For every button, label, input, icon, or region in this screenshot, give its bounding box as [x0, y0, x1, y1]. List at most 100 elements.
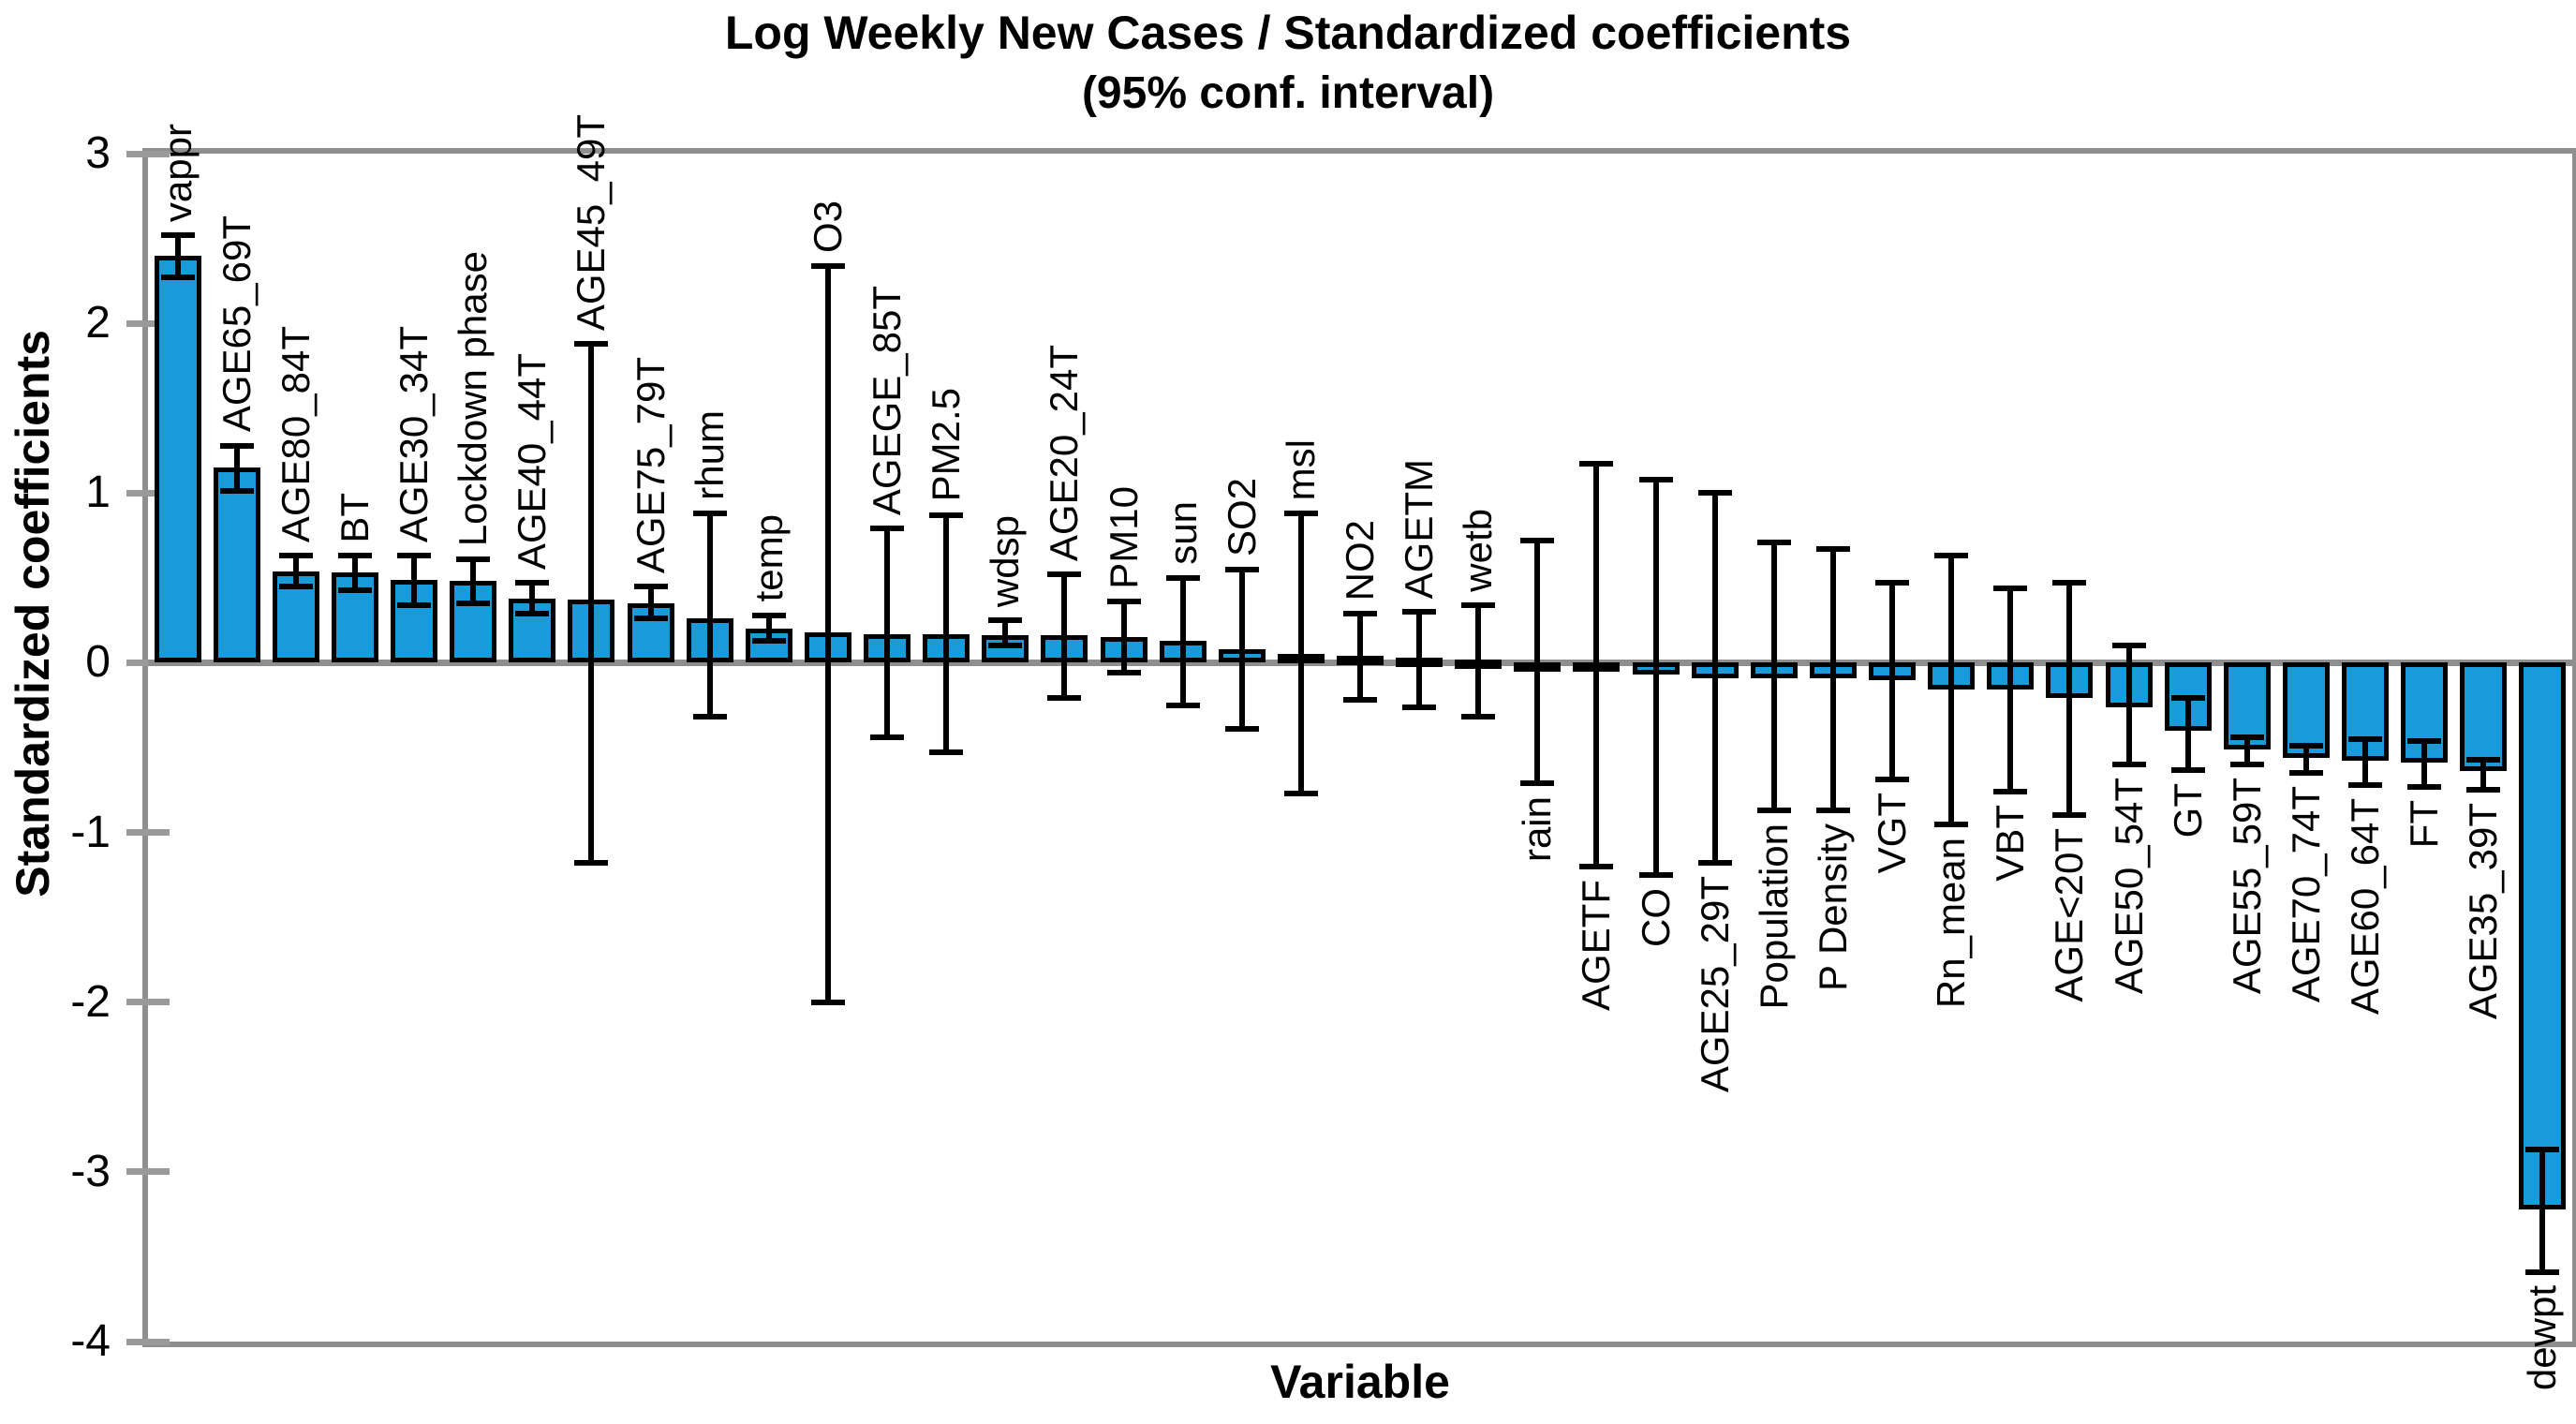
- error-bar-line: [2184, 698, 2191, 770]
- category-label: GT: [2165, 782, 2210, 838]
- error-bar-cap-top: [692, 511, 727, 517]
- error-bar-cap-top: [1638, 476, 1673, 482]
- y-tick-label: 2: [85, 298, 111, 349]
- error-bar-line: [1770, 541, 1777, 811]
- error-bar-cap-bottom: [1934, 821, 1969, 827]
- category-label: CO: [1633, 887, 1678, 947]
- error-bar-line: [2480, 759, 2487, 791]
- error-bar-line: [706, 513, 713, 718]
- y-tick-label: -4: [70, 1316, 111, 1366]
- error-bar-cap-bottom: [2407, 783, 2442, 790]
- error-bar-cap-bottom: [397, 601, 432, 608]
- category-label: VGT: [1870, 793, 1915, 874]
- error-bar-cap-bottom: [2229, 762, 2264, 768]
- error-bar-cap-bottom: [456, 601, 491, 607]
- error-bar-line: [1593, 464, 1600, 867]
- error-bar-cap-top: [1106, 599, 1141, 605]
- category-label: AGE80_84T: [273, 326, 318, 543]
- category-label: AGE65_69T: [214, 215, 259, 433]
- error-bar-line: [2539, 1150, 2546, 1272]
- category-label: FT: [2402, 799, 2447, 848]
- category-label: Population: [1751, 823, 1796, 1010]
- y-tick-label: 0: [85, 637, 111, 688]
- error-bar-cap-bottom: [1579, 863, 1614, 869]
- error-bar-cap-bottom: [2525, 1268, 2560, 1275]
- category-label: AGE30_34T: [392, 326, 437, 543]
- error-bar-line: [2125, 645, 2132, 765]
- category-label: AGE25_29T: [1692, 876, 1737, 1093]
- error-bar-cap-top: [1224, 566, 1259, 572]
- error-bar-line: [943, 514, 950, 753]
- error-bar-cap-top: [2466, 756, 2501, 763]
- error-bar-cap-top: [574, 340, 609, 347]
- category-label: temp: [746, 514, 791, 602]
- error-bar-cap-bottom: [1283, 790, 1318, 796]
- error-bar-cap-top: [2229, 734, 2264, 741]
- error-bar-cap-top: [1165, 574, 1200, 581]
- y-tick-mark: [126, 829, 170, 837]
- error-bar-cap-bottom: [515, 610, 550, 616]
- category-label: AGE50_54T: [2106, 778, 2151, 995]
- error-bar-cap-bottom: [988, 643, 1023, 649]
- error-bar-line: [647, 586, 654, 619]
- error-bar-cap-bottom: [1224, 726, 1259, 733]
- error-bar-cap-bottom: [1638, 871, 1673, 878]
- error-bar-line: [1889, 583, 1896, 780]
- error-bar-line: [174, 234, 181, 278]
- error-bar-cap-top: [2407, 737, 2442, 744]
- error-bar-cap-bottom: [929, 749, 964, 756]
- category-label: msl: [1278, 438, 1323, 501]
- error-bar-cap-top: [1579, 461, 1614, 467]
- category-label: AGE60_64T: [2343, 797, 2388, 1015]
- y-tick-label: -2: [70, 976, 111, 1027]
- error-bar-cap-bottom: [692, 714, 727, 720]
- error-bar-line: [411, 556, 418, 605]
- error-bar-cap-top: [1756, 539, 1791, 545]
- error-bar-line: [529, 583, 536, 614]
- category-label: Rn_mean: [1929, 837, 1974, 1008]
- category-label: AGETM: [1397, 458, 1442, 600]
- error-bar-cap-top: [456, 556, 491, 562]
- error-bar-cap-bottom: [2111, 762, 2146, 768]
- error-bar-line: [1120, 601, 1127, 674]
- category-label: Lockdown phase: [451, 250, 496, 546]
- plot-area: 3 2 1 0 -1 -2 -3 -4 vappr AGE65_69T AGE80_84T BT AGE…: [70, 114, 2576, 1390]
- error-bar-cap-top: [1461, 601, 1496, 608]
- category-label: AGEGE_85T: [865, 286, 910, 516]
- error-bar-cap-top: [988, 617, 1023, 624]
- error-bar-cap-bottom: [219, 488, 254, 495]
- error-bar-line: [765, 615, 772, 641]
- error-bar-cap-top: [1815, 546, 1850, 553]
- error-bar-cap-top: [2170, 695, 2205, 702]
- error-bar-cap-top: [870, 526, 905, 532]
- error-bar-cap-bottom: [160, 274, 195, 281]
- y-tick-mark: [126, 999, 170, 1006]
- category-label: PM10: [1101, 485, 1146, 589]
- y-tick-mark: [126, 150, 170, 157]
- error-bar-cap-top: [1283, 511, 1318, 517]
- error-bar-cap-top: [1934, 553, 1969, 559]
- error-bar-cap-bottom: [1402, 704, 1437, 710]
- error-bar-cap-bottom: [2288, 770, 2323, 777]
- error-bar-cap-top: [1343, 610, 1377, 616]
- category-label: BT: [332, 492, 377, 543]
- y-tick-mark: [126, 1168, 170, 1176]
- y-tick-mark: [126, 489, 170, 497]
- category-label: vappr: [155, 123, 200, 222]
- error-bar-cap-bottom: [574, 860, 609, 867]
- bar: [2519, 662, 2567, 1209]
- error-bar-cap-bottom: [2466, 787, 2501, 794]
- category-label: AGE70_74T: [2283, 786, 2328, 1003]
- error-bar-line: [351, 556, 358, 590]
- error-bar-cap-bottom: [1697, 860, 1732, 867]
- error-bar-cap-bottom: [2170, 766, 2205, 773]
- error-bar-cap-bottom: [751, 637, 786, 644]
- error-bar-cap-top: [2525, 1147, 2560, 1153]
- error-bar-cap-top: [515, 580, 550, 586]
- error-bar-cap-top: [219, 442, 254, 449]
- y-tick-label: 3: [85, 128, 111, 178]
- category-label: wetb: [1456, 509, 1501, 592]
- category-label: AGE40_44T: [510, 353, 555, 571]
- category-label: SO2: [1219, 477, 1264, 556]
- error-bar-line: [1711, 493, 1718, 864]
